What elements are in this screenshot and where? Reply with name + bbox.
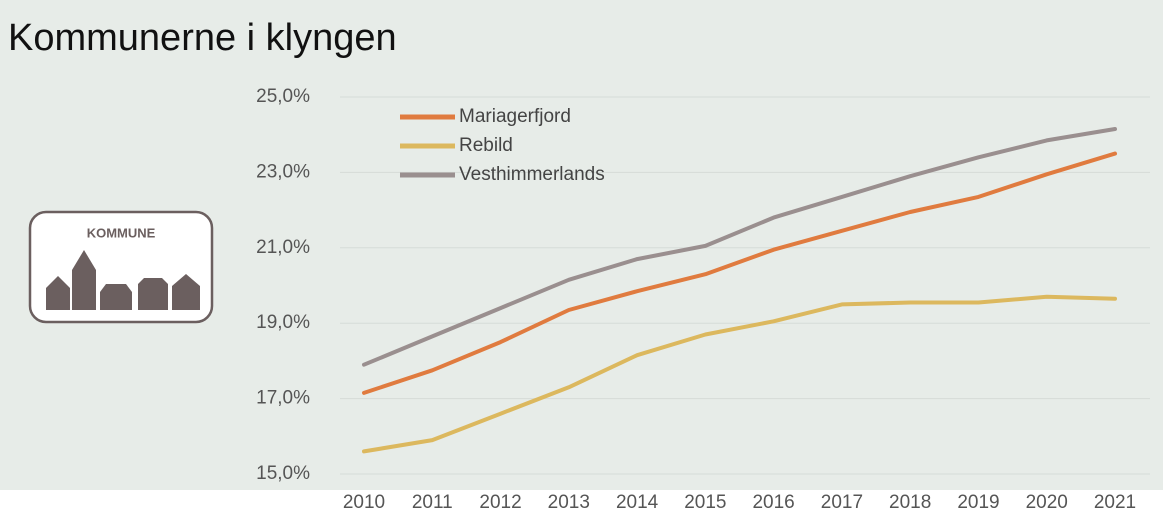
x-tick-label: 2017 [821,492,863,508]
y-tick-label: 23,0% [256,161,310,182]
y-tick-label: 25,0% [256,86,310,107]
x-tick-label: 2012 [479,492,521,508]
y-tick-label: 15,0% [256,463,310,484]
chart-title: Kommunerne i klyngen [8,17,397,59]
x-tick-label: 2016 [752,492,794,508]
line-series [362,294,1117,454]
icon-buildings [46,250,200,310]
x-tick-label: 2019 [957,492,999,508]
legend-label: Rebild [459,135,513,156]
y-tick-label: 17,0% [256,388,310,409]
x-tick-label: 2018 [889,492,931,508]
y-tick-label: 19,0% [256,312,310,333]
x-tick-label: 2013 [548,492,590,508]
x-tick-label: 2011 [412,492,453,508]
legend-label: Mariagerfjord [459,106,571,127]
kommune-icon: KOMMUNE [28,210,214,324]
x-tick-label: 2021 [1094,492,1136,508]
icon-label: KOMMUNE [87,225,156,240]
line-series [362,127,1117,367]
x-tick-label: 2015 [684,492,726,508]
x-tick-label: 2014 [616,492,659,508]
legend-label: Vesthimmerlands [459,164,605,185]
x-tick-label: 2020 [1026,492,1068,508]
x-tick-label: 2010 [343,492,385,508]
line-series [362,151,1117,395]
y-tick-label: 21,0% [256,237,310,258]
